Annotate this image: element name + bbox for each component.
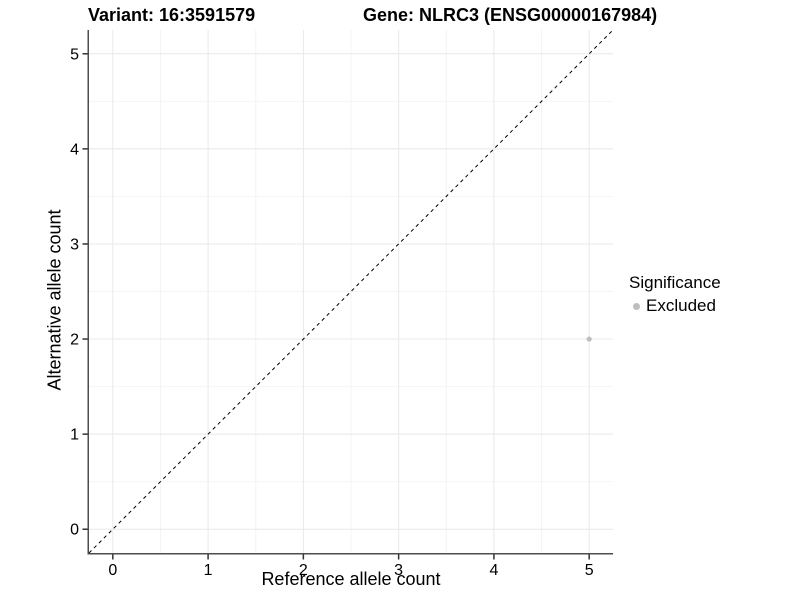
legend-title: Significance: [629, 273, 721, 292]
legend-item-excluded: Excluded: [629, 296, 721, 316]
identity-line: [88, 29, 614, 554]
x-tick-label: 2: [299, 562, 308, 579]
y-tick-label: 1: [70, 427, 79, 444]
variant-title: Variant: 16:3591579: [88, 5, 256, 25]
x-tick-label: 1: [204, 562, 213, 579]
y-tick-label: 5: [70, 46, 79, 63]
x-tick-label: 3: [394, 562, 403, 579]
gene-title: Gene: NLRC3 (ENSG00000167984): [363, 5, 658, 25]
y-axis-title: Alternative allele count: [44, 209, 65, 391]
legend-item-label: Excluded: [646, 296, 716, 315]
x-tick-label: 4: [489, 562, 498, 579]
y-tick-label: 3: [70, 236, 79, 253]
legend-key: [629, 299, 644, 314]
data-point-excluded: [586, 336, 592, 342]
legend: Significance Excluded: [629, 273, 721, 316]
x-axis-title: Reference allele count: [261, 569, 441, 589]
excluded-point-icon: [633, 302, 640, 310]
y-tick-label: 0: [70, 522, 79, 539]
x-tick-label: 0: [108, 562, 117, 579]
y-tick-label: 4: [70, 141, 79, 158]
y-tick-label: 2: [70, 332, 79, 349]
x-tick-label: 5: [585, 562, 594, 579]
